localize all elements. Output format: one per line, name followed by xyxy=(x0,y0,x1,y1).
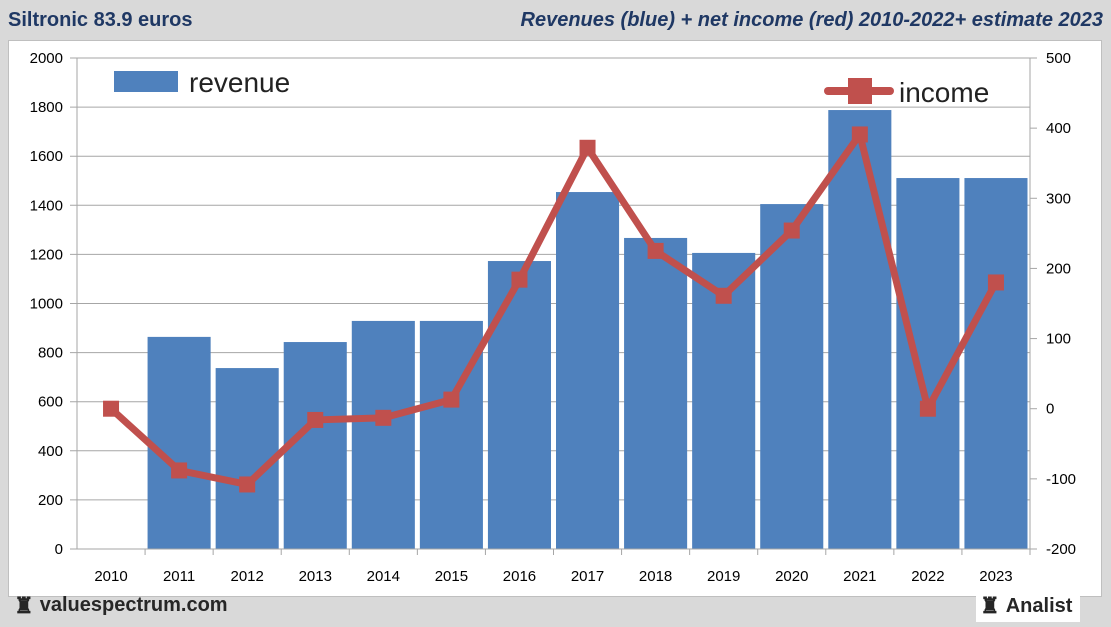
income-marker xyxy=(647,242,664,259)
chart-title-description: Revenues (blue) + net income (red) 2010-… xyxy=(520,9,1104,31)
revenue-bar xyxy=(487,261,551,549)
income-line xyxy=(103,126,1004,493)
y-left-tick-label: 0 xyxy=(55,541,63,558)
footer-brand-left: ♜ valuespectrum.com xyxy=(14,594,228,617)
revenue-bar xyxy=(351,320,415,549)
footer-brand-text: valuespectrum.com xyxy=(39,594,228,616)
revenue-bar xyxy=(215,368,279,549)
x-tick-label: 2014 xyxy=(367,568,400,585)
x-tick-label: 2019 xyxy=(707,568,740,585)
income-marker xyxy=(443,391,460,408)
revenue-bar xyxy=(760,204,824,549)
y-left-tick-label: 400 xyxy=(38,443,63,460)
income-marker xyxy=(715,287,732,304)
income-marker xyxy=(375,409,392,426)
legend-revenue-swatch xyxy=(114,71,178,92)
x-tick-label: 2010 xyxy=(94,568,127,585)
y-left-tick-label: 1200 xyxy=(30,246,63,263)
y-left-tick-label: 1600 xyxy=(30,148,63,165)
footer-brand-right: ♜ Analist xyxy=(976,590,1081,622)
y-left-tick-label: 200 xyxy=(38,492,63,509)
revenue-bar xyxy=(964,178,1028,549)
x-tick-label: 2015 xyxy=(435,568,468,585)
y-left-tick-label: 2000 xyxy=(30,50,63,67)
legend-income-marker xyxy=(848,78,872,104)
axes: 0200400600800100012001400160018002000-20… xyxy=(30,50,1076,585)
y-right-tick-label: 500 xyxy=(1046,50,1071,67)
chess-rook-icon: ♜ xyxy=(14,592,34,618)
income-marker xyxy=(307,411,324,428)
revenue-bar xyxy=(283,342,347,549)
income-marker xyxy=(851,126,868,143)
revenue-bar xyxy=(556,192,620,549)
income-marker xyxy=(171,462,188,479)
x-tick-label: 2021 xyxy=(843,568,876,585)
x-tick-label: 2023 xyxy=(979,568,1012,585)
chess-rook-icon: ♜ xyxy=(980,593,1000,618)
footer-analist-text: Analist xyxy=(1005,594,1073,617)
legend-revenue-label: revenue xyxy=(189,67,290,98)
income-marker xyxy=(987,274,1004,291)
x-tick-label: 2012 xyxy=(230,568,263,585)
y-left-tick-label: 1800 xyxy=(30,99,63,116)
x-tick-label: 2011 xyxy=(163,568,195,585)
x-tick-label: 2017 xyxy=(571,568,604,585)
x-tick-label: 2022 xyxy=(911,568,944,585)
legend-income-label: income xyxy=(899,77,989,108)
legend: revenue income xyxy=(114,67,989,108)
y-left-tick-label: 1000 xyxy=(30,296,63,313)
y-right-tick-label: 0 xyxy=(1046,401,1054,418)
income-marker xyxy=(239,476,256,493)
y-right-tick-label: 300 xyxy=(1046,190,1071,207)
revenue-bars xyxy=(147,110,1028,550)
y-left-tick-label: 600 xyxy=(38,394,63,411)
income-line-path xyxy=(108,130,1000,488)
y-right-tick-label: -200 xyxy=(1046,541,1076,558)
x-tick-label: 2016 xyxy=(503,568,536,585)
y-right-tick-label: 100 xyxy=(1046,331,1071,348)
y-right-tick-label: 200 xyxy=(1046,260,1071,277)
revenue-bar xyxy=(147,336,211,549)
y-left-tick-label: 1400 xyxy=(30,197,63,214)
income-marker xyxy=(103,400,120,417)
income-marker xyxy=(511,271,528,288)
revenue-bar xyxy=(828,110,892,550)
chart-svg: 0200400600800100012001400160018002000-20… xyxy=(30,50,1076,585)
x-tick-label: 2013 xyxy=(299,568,332,585)
chart-title-company: Siltronic 83.9 euros xyxy=(8,9,193,31)
y-right-tick-label: -100 xyxy=(1046,471,1076,488)
income-marker xyxy=(919,400,936,417)
income-marker xyxy=(579,139,596,156)
income-marker xyxy=(783,222,800,239)
y-right-tick-label: 400 xyxy=(1046,120,1071,137)
x-tick-label: 2020 xyxy=(775,568,808,585)
y-left-tick-label: 800 xyxy=(38,345,63,362)
revenue-bar xyxy=(624,237,688,549)
x-tick-label: 2018 xyxy=(639,568,672,585)
